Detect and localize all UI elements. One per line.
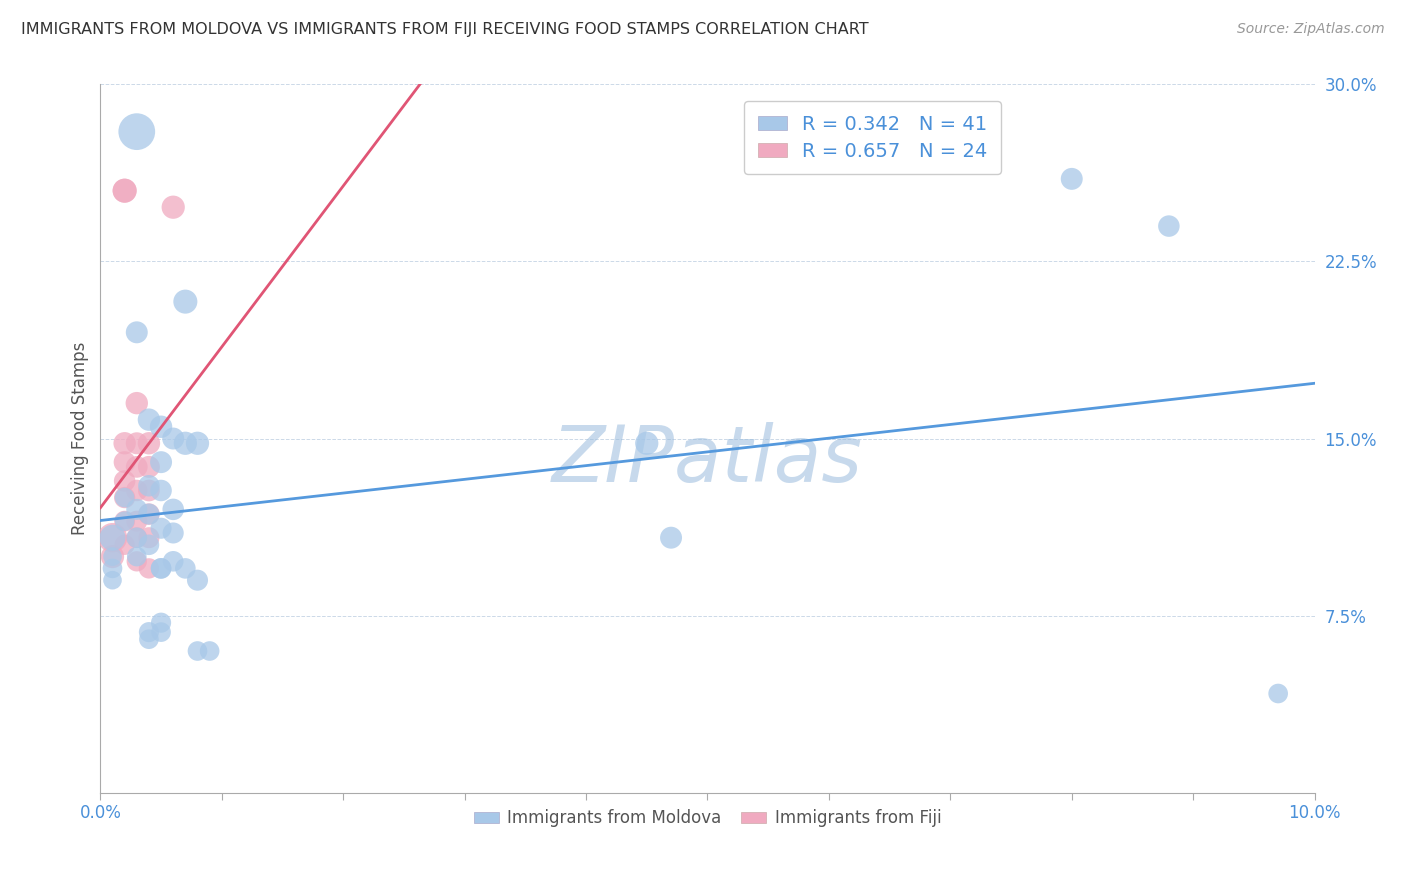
Point: [101, 531, 124, 545]
Point: [138, 459, 160, 474]
Point: [125, 514, 148, 528]
Point: [186, 644, 208, 658]
Point: [198, 644, 221, 658]
Point: [150, 521, 173, 535]
Point: [114, 538, 136, 552]
Point: [138, 412, 160, 426]
Point: [150, 455, 173, 469]
Point: [101, 531, 124, 545]
Point: [138, 507, 160, 521]
Point: [114, 436, 136, 450]
Point: [114, 184, 136, 198]
Point: [101, 561, 124, 575]
Point: [138, 483, 160, 498]
Point: [114, 474, 136, 488]
Point: [114, 514, 136, 528]
Point: [114, 514, 136, 528]
Point: [162, 554, 184, 568]
Point: [125, 459, 148, 474]
Point: [150, 419, 173, 434]
Point: [125, 396, 148, 410]
Point: [162, 526, 184, 541]
Point: [138, 561, 160, 575]
Point: [162, 200, 184, 214]
Point: [125, 436, 148, 450]
Point: [174, 561, 197, 575]
Y-axis label: Receiving Food Stamps: Receiving Food Stamps: [72, 342, 89, 535]
Point: [125, 531, 148, 545]
Text: Source: ZipAtlas.com: Source: ZipAtlas.com: [1237, 22, 1385, 37]
Point: [174, 436, 197, 450]
Point: [150, 561, 173, 575]
Text: IMMIGRANTS FROM MOLDOVA VS IMMIGRANTS FROM FIJI RECEIVING FOOD STAMPS CORRELATIO: IMMIGRANTS FROM MOLDOVA VS IMMIGRANTS FR…: [21, 22, 869, 37]
Point: [636, 436, 658, 450]
Point: [138, 625, 160, 640]
Point: [101, 549, 124, 564]
Point: [125, 125, 148, 139]
Point: [138, 479, 160, 493]
Point: [114, 491, 136, 505]
Text: ZIPatlas: ZIPatlas: [553, 422, 863, 498]
Point: [659, 531, 682, 545]
Point: [1267, 686, 1289, 700]
Legend: Immigrants from Moldova, Immigrants from Fiji: Immigrants from Moldova, Immigrants from…: [467, 803, 948, 834]
Point: [162, 432, 184, 446]
Point: [186, 573, 208, 587]
Point: [150, 625, 173, 640]
Point: [125, 554, 148, 568]
Point: [138, 507, 160, 521]
Point: [150, 561, 173, 575]
Point: [186, 436, 208, 450]
Point: [125, 531, 148, 545]
Point: [1060, 172, 1083, 186]
Point: [114, 455, 136, 469]
Point: [138, 436, 160, 450]
Point: [1157, 219, 1180, 233]
Point: [125, 502, 148, 516]
Point: [114, 184, 136, 198]
Point: [150, 615, 173, 630]
Point: [125, 549, 148, 564]
Point: [138, 538, 160, 552]
Point: [174, 294, 197, 309]
Point: [101, 573, 124, 587]
Point: [114, 491, 136, 505]
Point: [125, 326, 148, 340]
Point: [125, 483, 148, 498]
Point: [138, 531, 160, 545]
Point: [138, 632, 160, 647]
Point: [150, 483, 173, 498]
Point: [101, 549, 124, 564]
Point: [162, 502, 184, 516]
